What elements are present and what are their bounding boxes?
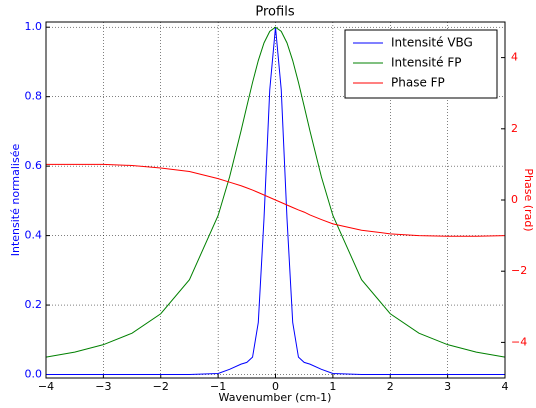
y-tick-label: 0.8 bbox=[25, 90, 43, 103]
y-tick-label: 0.4 bbox=[25, 229, 43, 242]
x-tick-label: −3 bbox=[95, 380, 111, 393]
legend-label: Phase FP bbox=[391, 76, 445, 90]
x-tick-label: −1 bbox=[210, 380, 226, 393]
y2-tick-label: −4 bbox=[511, 335, 527, 348]
y2-tick-label: −2 bbox=[511, 264, 527, 277]
legend-box bbox=[344, 29, 498, 99]
x-axis-label: Wavenumber (cm-1) bbox=[219, 391, 332, 404]
series-line bbox=[46, 163, 506, 237]
x-tick-label: 2 bbox=[387, 380, 394, 393]
y-tick-label: 1.0 bbox=[25, 20, 43, 33]
x-tick-label: −2 bbox=[153, 380, 169, 393]
x-tick-label: 0 bbox=[272, 380, 279, 393]
y-tick-label: 0.0 bbox=[25, 368, 43, 381]
y2-tick-label: 4 bbox=[511, 51, 518, 64]
x-tick-label: 3 bbox=[444, 380, 451, 393]
y2-tick-label: 2 bbox=[511, 122, 518, 135]
series-line bbox=[45, 26, 506, 358]
x-tick-label: 1 bbox=[329, 380, 336, 393]
y2-axis-label: Phase (rad) bbox=[522, 168, 535, 231]
x-tick-label: 4 bbox=[502, 380, 509, 393]
y2-tick-label: 0 bbox=[511, 193, 518, 206]
y-tick-label: 0.2 bbox=[25, 298, 43, 311]
legend-label: Intensité FP bbox=[391, 56, 461, 70]
chart-title: Profils bbox=[255, 5, 294, 20]
legend-label: Intensité VBG bbox=[391, 36, 473, 50]
plot-frame bbox=[45, 21, 506, 379]
y-axis-label: Intensité normalisée bbox=[9, 144, 22, 257]
y-tick-label: 0.6 bbox=[25, 159, 43, 172]
x-tick-label: −4 bbox=[38, 380, 54, 393]
